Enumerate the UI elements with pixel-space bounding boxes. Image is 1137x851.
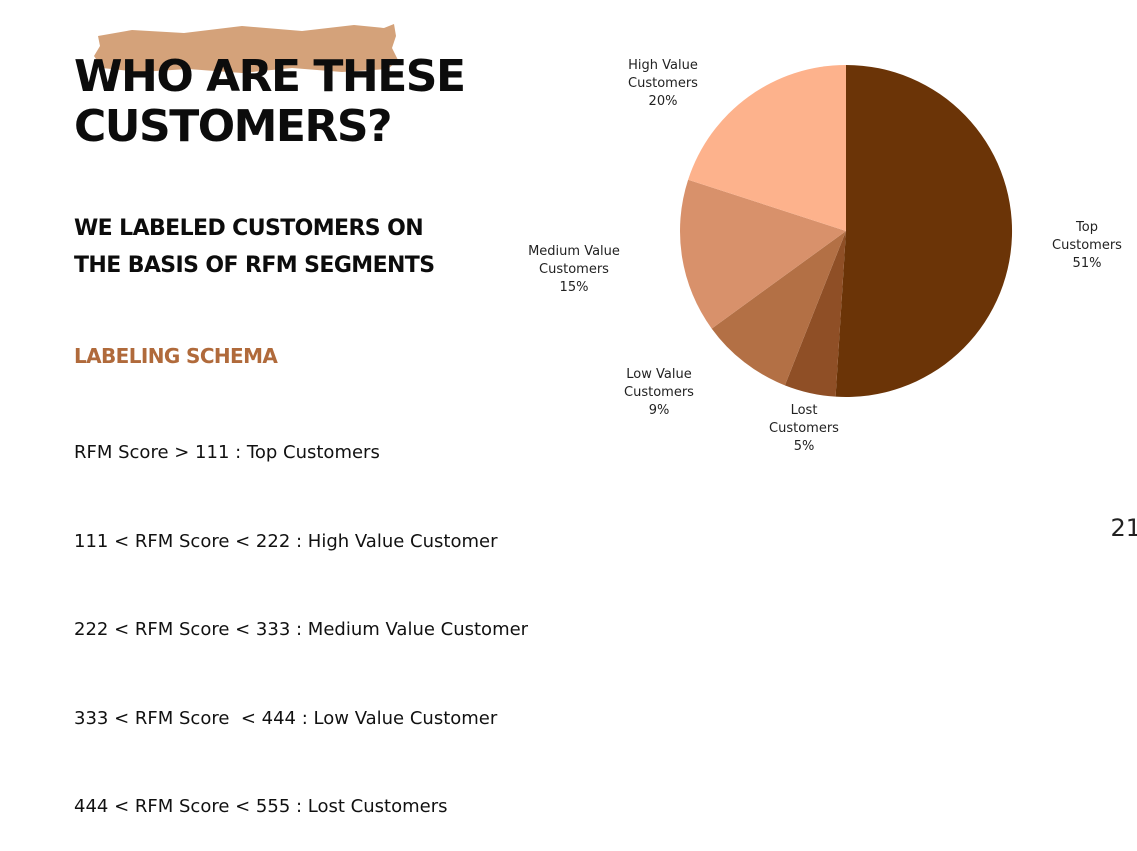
pie-slice-label: Top Customers 51% xyxy=(1052,220,1122,271)
subtitle-line-1: WE LABELED CUSTOMERS ON xyxy=(74,216,424,241)
schema-list: RFM Score > 111 : Top Customers 111 < RF… xyxy=(74,379,528,851)
pie-slice-label: Low Value Customers 9% xyxy=(624,367,694,418)
title-line-2: CUSTOMERS? xyxy=(74,101,393,152)
schema-item: 222 < RFM Score < 333 : Medium Value Cus… xyxy=(74,619,529,640)
schema-item: 444 < RFM Score < 555 : Lost Customers xyxy=(74,796,448,817)
pie-chart: Top Customers 51% Lost Customers 5% Low Value C… xyxy=(528,58,1122,454)
schema-item: 333 < RFM Score < 444 : Low Value Custom… xyxy=(74,707,498,729)
pie-slice xyxy=(679,179,846,329)
page-number: 21 xyxy=(1110,514,1137,542)
pie-slice-label: High Value Customers 20% xyxy=(628,58,698,109)
page-title: WHO ARE THESE CUSTOMERS? xyxy=(74,52,494,152)
pie-slice xyxy=(711,231,846,386)
pie-slice xyxy=(784,231,846,397)
pie-slice-label: Medium Value Customers 15% xyxy=(528,244,620,295)
pie-slice-label: Lost Customers 5% xyxy=(769,403,839,454)
subtitle: WE LABELED CUSTOMERS ON THE BASIS OF RFM… xyxy=(74,210,494,284)
brush-stroke-decoration xyxy=(94,24,398,73)
pie-slice xyxy=(688,65,846,231)
pie-slice xyxy=(835,64,1013,398)
schema-title: LABELING SCHEMA xyxy=(74,344,278,368)
schema-item: 111 < RFM Score < 222 : High Value Custo… xyxy=(74,530,498,552)
title-line-1: WHO ARE THESE xyxy=(74,51,466,102)
subtitle-line-2: THE BASIS OF RFM SEGMENTS xyxy=(74,253,435,278)
schema-item: RFM Score > 111 : Top Customers xyxy=(74,442,380,463)
